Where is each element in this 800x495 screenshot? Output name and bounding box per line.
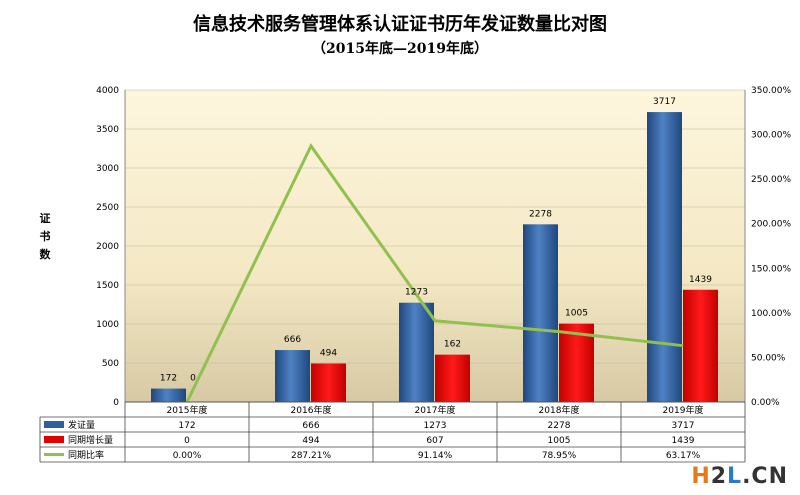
y-left-tick-label: 4000 [96,86,119,96]
y-right-tick-label: 50.00% [751,353,786,363]
y-left-tick-label: 2500 [96,203,119,213]
legend-label: 同期增长量 [68,434,113,446]
bar-growth-label: 494 [320,348,337,358]
table-cell: 494 [302,436,319,446]
table-cell: 1273 [424,421,447,431]
bar-issued-label: 2278 [529,209,552,219]
y-right-tick-label: 350.00% [751,86,791,96]
table-cell: 1439 [672,436,695,446]
y-right-tick-label: 0.00% [751,398,780,408]
bar-issued [399,302,434,402]
table-cell: 78.95% [542,451,577,461]
legend-swatch [44,436,64,443]
table-cell: 607 [426,436,443,446]
bar-issued [523,224,558,402]
y-right-tick-label: 250.00% [751,175,791,185]
bar-growth [311,363,346,402]
table-cell: 91.14% [418,451,453,461]
table-cell: 0 [184,436,190,446]
bar-growth-label: 1005 [565,309,588,319]
y-right-tick-label: 200.00% [751,220,791,230]
x-tick-label: 2019年度 [663,404,704,416]
bar-growth-label: 162 [444,340,461,350]
chart-title: 信息技术服务管理体系认证证书历年发证数量比对图 [193,14,607,35]
y-left-tick-label: 3000 [96,164,119,174]
bar-issued-label: 666 [284,335,301,345]
bar-issued-label: 1273 [405,288,428,298]
table-cell: 3717 [672,421,695,431]
y-axis-label: 证书数 [39,212,51,261]
table-cell: 172 [178,421,195,431]
legend-swatch [44,421,64,428]
y-left-tick-label: 1000 [96,320,119,330]
table-cell: 2278 [548,421,571,431]
x-tick-label: 2015年度 [167,404,208,416]
watermark-logo: H2L.CN [691,464,788,489]
table-cell: 63.17% [666,451,701,461]
y-left-tick-label: 500 [102,359,119,369]
ratio-line [185,143,684,403]
bar-issued-label: 172 [160,374,177,384]
bar-growth-label: 0 [190,374,196,384]
y-left-tick-label: 1500 [96,281,119,291]
y-left-tick-label: 3500 [96,125,119,135]
y-right-tick-label: 150.00% [751,264,791,274]
y-right-tick-label: 100.00% [751,309,791,319]
table-cell: 287.21% [291,451,331,461]
legend-label: 同期比率 [68,449,104,461]
x-tick-label: 2017年度 [415,404,456,416]
legend-label: 发证量 [68,419,95,431]
bar-issued [647,112,682,402]
x-tick-label: 2018年度 [539,404,580,416]
bar-issued [151,388,186,402]
y-left-tick-label: 0 [113,398,119,408]
bar-growth [683,289,718,402]
table-cell: 666 [302,421,319,431]
chart-subtitle: （2015年底—2019年底） [312,41,488,57]
table-cell: 1005 [548,436,571,446]
table-cell: 0.00% [173,451,202,461]
y-left-tick-label: 2000 [96,242,119,252]
bar-issued [275,350,310,402]
bar-growth-label: 1439 [689,275,712,285]
bar-issued-label: 3717 [653,97,676,107]
y-right-tick-label: 300.00% [751,131,791,141]
x-tick-label: 2016年度 [291,404,332,416]
bar-growth [559,323,594,402]
bar-growth [435,354,470,402]
